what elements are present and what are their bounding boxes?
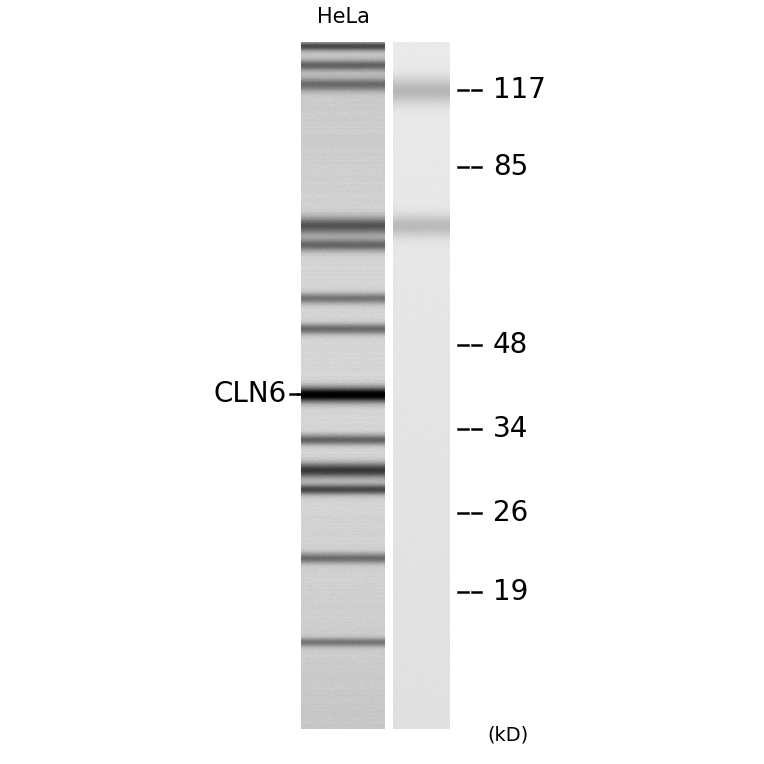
Text: HeLa: HeLa bbox=[317, 7, 371, 27]
Text: 85: 85 bbox=[493, 153, 528, 180]
Text: CLN6: CLN6 bbox=[213, 380, 286, 408]
Text: 117: 117 bbox=[493, 76, 545, 104]
Text: 26: 26 bbox=[493, 500, 528, 527]
Text: 19: 19 bbox=[493, 578, 528, 606]
Text: 48: 48 bbox=[493, 332, 528, 359]
Text: 34: 34 bbox=[493, 416, 528, 443]
Text: (kD): (kD) bbox=[487, 726, 529, 745]
